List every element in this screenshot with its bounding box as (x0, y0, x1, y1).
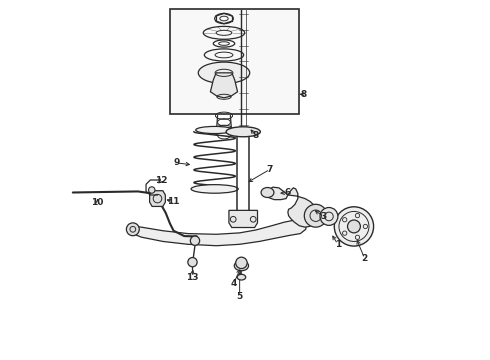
Text: 9: 9 (173, 158, 180, 167)
Bar (170, 9, 298, 114)
Text: 13: 13 (186, 273, 198, 282)
Polygon shape (131, 220, 306, 246)
Ellipse shape (320, 207, 338, 225)
Ellipse shape (148, 187, 155, 193)
Text: 6: 6 (284, 188, 290, 197)
Text: 3: 3 (320, 212, 327, 221)
Text: 8: 8 (252, 131, 259, 140)
Ellipse shape (236, 257, 247, 269)
Text: 10: 10 (91, 198, 104, 207)
Text: 12: 12 (155, 176, 167, 185)
Text: 1: 1 (335, 240, 341, 249)
Ellipse shape (234, 261, 248, 271)
Polygon shape (288, 188, 318, 227)
Polygon shape (149, 191, 165, 206)
Text: 2: 2 (362, 254, 368, 263)
Polygon shape (229, 210, 258, 228)
Text: 5: 5 (237, 292, 243, 301)
Ellipse shape (237, 274, 245, 280)
Ellipse shape (334, 207, 373, 246)
Text: 8: 8 (301, 90, 307, 99)
Text: 11: 11 (167, 197, 179, 206)
Ellipse shape (190, 236, 199, 246)
Polygon shape (210, 73, 238, 98)
Ellipse shape (198, 62, 250, 84)
Ellipse shape (226, 127, 260, 137)
Ellipse shape (196, 126, 234, 134)
Ellipse shape (261, 188, 274, 198)
Ellipse shape (191, 185, 238, 193)
Ellipse shape (188, 257, 197, 267)
Ellipse shape (304, 204, 327, 227)
Text: 7: 7 (267, 165, 273, 174)
Text: 4: 4 (230, 279, 237, 288)
Ellipse shape (347, 220, 360, 233)
Polygon shape (267, 187, 288, 200)
Ellipse shape (126, 223, 139, 236)
